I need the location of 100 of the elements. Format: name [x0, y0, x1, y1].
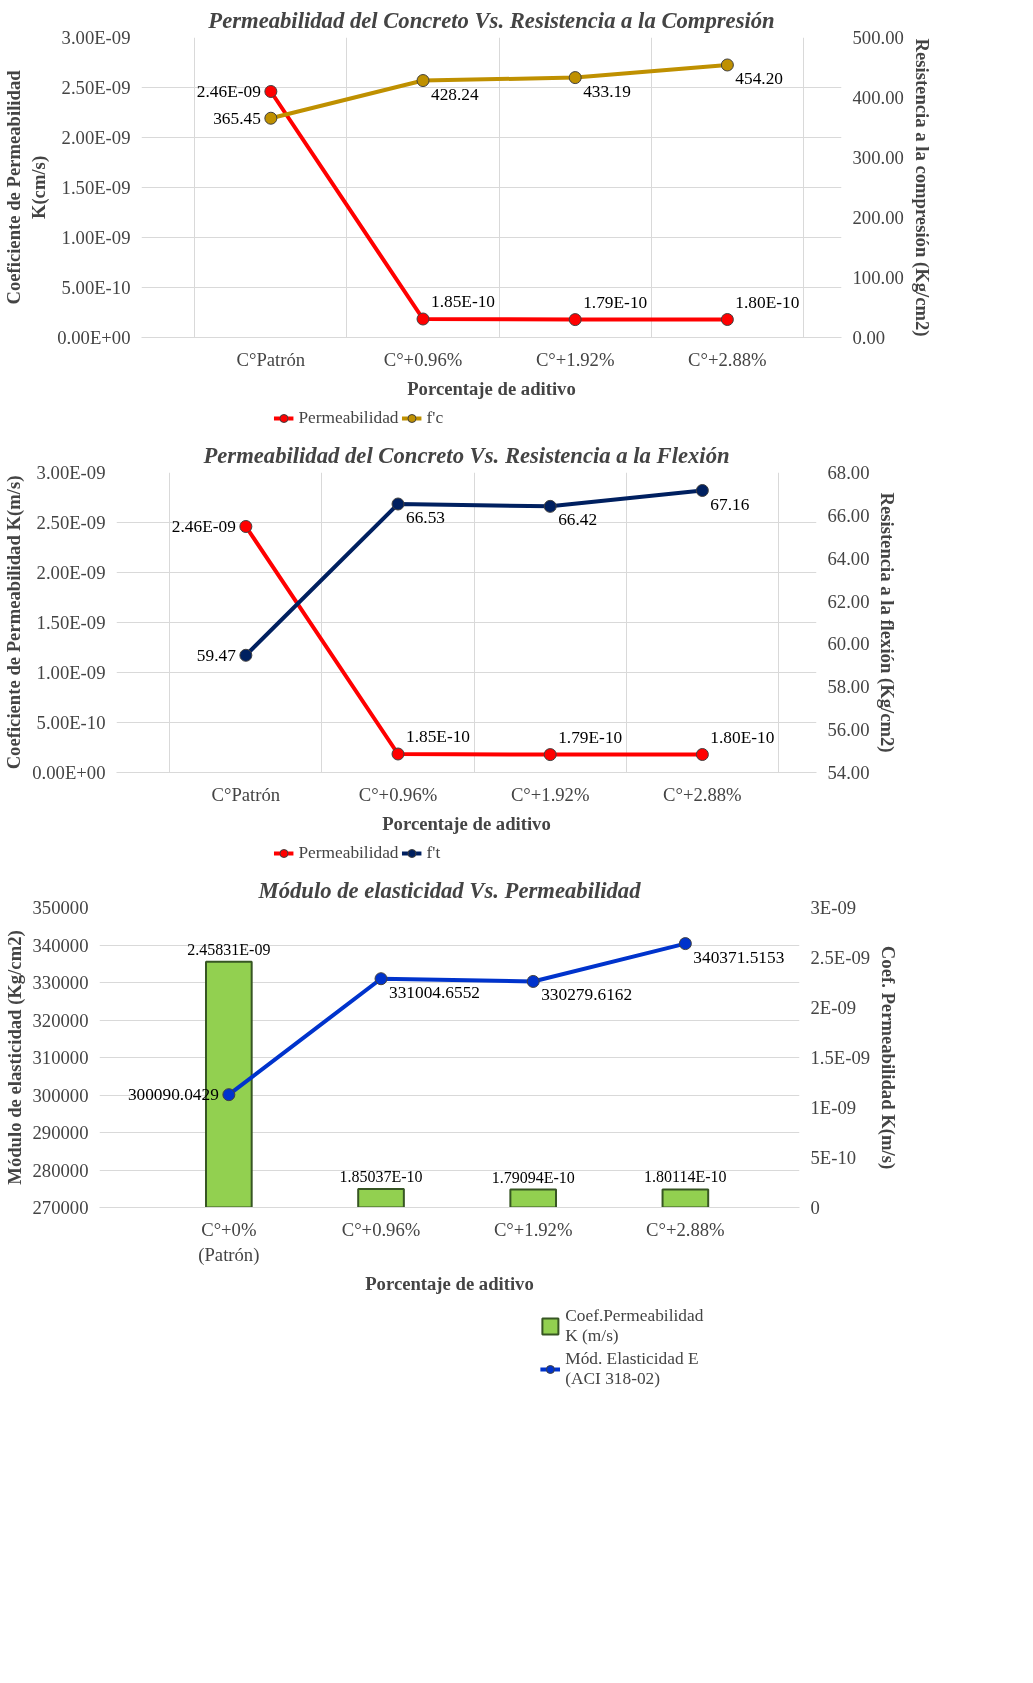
- y2-tick-label: 1E-09: [810, 1097, 857, 1118]
- y-tick-label: 3.00E-09: [61, 27, 131, 48]
- y-tick-label: 2.00E-09: [36, 562, 106, 583]
- point: [543, 499, 557, 513]
- point: [695, 484, 709, 497]
- y-tick-label: 330000: [32, 972, 89, 993]
- y-tick-label: 350000: [32, 897, 89, 918]
- y2-tick-label: 1.5E-09: [810, 1047, 871, 1068]
- point: [222, 1088, 236, 1102]
- point: [374, 972, 388, 986]
- legend-label: Permeabilidad: [298, 408, 399, 428]
- x-tick-label: C°+2.88%: [688, 348, 767, 370]
- x-tick-label: C°+2.88%: [663, 783, 742, 805]
- y2-tick-label: 500.00: [852, 27, 904, 48]
- point: [239, 648, 253, 662]
- y-axis-title: Módulo de elasticidad (Kg/cm2): [3, 930, 26, 1185]
- y2-tick-label: 3E-09: [810, 897, 857, 918]
- x-axis-title: Porcentaje de aditivo: [407, 377, 576, 399]
- data-label: 66.53: [406, 508, 446, 527]
- data-label: 1.85E-10: [406, 727, 471, 746]
- y-axis-title: Coeficiente de Permeabilidad K(m/s): [3, 475, 26, 770]
- y-tick-label: 340000: [32, 934, 89, 956]
- x-tick-label: C°Patrón: [236, 348, 306, 370]
- data-label: 67.16: [710, 494, 750, 514]
- y2-tick-label: 54.00: [827, 762, 870, 783]
- y2-tick-label: 0.00: [852, 327, 886, 348]
- y2-axis-title: Resistencia a la flexión (Kg/cm2): [876, 492, 899, 753]
- y2-tick-label: 62.00: [827, 590, 870, 612]
- data-label: 1.85037E-10: [339, 1168, 423, 1185]
- y-tick-label: 290000: [32, 1122, 89, 1143]
- y-tick-label: 280000: [32, 1159, 89, 1181]
- y-tick-label: 2.50E-09: [61, 77, 131, 98]
- data-label: 59.47: [196, 645, 237, 665]
- legend-label: Permeabilidad: [298, 843, 399, 863]
- data-label: 1.80E-10: [710, 727, 775, 747]
- y2-tick-label: 2.5E-09: [810, 947, 871, 968]
- x-tick-label: C°+0.96%: [341, 1218, 421, 1240]
- y2-tick-label: 64.00: [827, 547, 870, 569]
- data-label: 1.79E-10: [558, 727, 623, 747]
- y2-tick-label: 60.00: [827, 633, 870, 655]
- y2-tick-label: 200.00: [852, 207, 904, 228]
- y-tick-label: 1.00E-09: [61, 227, 131, 248]
- y-tick-label: 2.00E-09: [61, 127, 131, 148]
- x-axis-title: Porcentaje de aditivo: [382, 812, 551, 834]
- data-label: 428.24: [431, 84, 480, 104]
- data-label: 1.80114E-10: [644, 1168, 727, 1186]
- point: [264, 111, 278, 125]
- chart-title: Permeabilidad del Concreto Vs. Resistencia a la Flexión: [202, 442, 730, 468]
- y-axis-title: Coeficiente de Permeabilidad K(cm/s): [3, 69, 51, 305]
- data-label: 1.79094E-10: [491, 1168, 575, 1186]
- y-tick-label: 300000: [32, 1084, 89, 1106]
- data-label: 2.46E-09: [171, 517, 236, 536]
- y-tick-label: 0.00E+00: [57, 327, 131, 348]
- y-tick-label: 5.00E-10: [36, 712, 106, 733]
- y2-tick-label: 2E-09: [810, 997, 857, 1018]
- data-label: 454.20: [735, 68, 784, 88]
- legend-label: f't: [426, 843, 442, 863]
- data-label: 1.85E-10: [431, 292, 496, 311]
- x-tick-label: C°+0.96%: [358, 783, 438, 805]
- x-tick-label: C°+1.92%: [535, 348, 615, 370]
- y2-tick-label: 56.00: [827, 719, 870, 741]
- point: [391, 497, 405, 511]
- y2-tick-label: 58.00: [827, 676, 870, 698]
- data-label: 433.19: [583, 81, 631, 101]
- data-label: 365.45: [213, 108, 261, 128]
- y2-tick-label: 66.00: [827, 504, 870, 526]
- x-tick-label: C°Patrón: [211, 783, 281, 805]
- y-tick-label: 310000: [32, 1047, 89, 1068]
- y2-tick-label: 300.00: [852, 147, 904, 168]
- point: [568, 71, 582, 85]
- y-tick-label: 0.00E+00: [32, 762, 106, 783]
- point: [416, 74, 430, 88]
- data-label: 330279.6162: [541, 985, 633, 1005]
- y-tick-label: 320000: [32, 1009, 89, 1031]
- x-axis-title: Porcentaje de aditivo: [365, 1272, 534, 1294]
- point: [678, 937, 692, 951]
- y2-tick-label: 5E-10: [810, 1147, 857, 1168]
- legend-label: Coef.Permeabilidad K (m/s): [565, 1306, 704, 1346]
- point: [526, 974, 540, 988]
- data-label: 66.42: [558, 510, 598, 530]
- x-tick-label: C°+0% (Patrón): [198, 1218, 260, 1266]
- x-tick-label: C°+0.96%: [383, 348, 463, 370]
- data-label: 1.79E-10: [583, 292, 648, 312]
- x-tick-label: C°+1.92%: [493, 1218, 573, 1240]
- y2-axis-title: Resistencia a la compresión (Kg/cm2): [910, 38, 933, 337]
- chart-title: Módulo de elasticidad Vs. Permeabilidad: [257, 877, 642, 903]
- y-tick-label: 1.50E-09: [36, 612, 106, 633]
- legend-label: f'c: [426, 408, 445, 428]
- x-tick-label: C°+1.92%: [510, 783, 590, 805]
- y2-axis-title: Coef. Permeabilidad K(m/s): [877, 945, 900, 1170]
- y-tick-label: 270000: [32, 1197, 89, 1218]
- y-tick-label: 1.00E-09: [36, 662, 106, 683]
- data-label: 2.46E-09: [196, 82, 261, 101]
- point: [720, 58, 734, 72]
- legend-label: Mód. Elasticidad E (ACI 318-02): [565, 1349, 699, 1389]
- y-tick-label: 2.50E-09: [36, 512, 106, 533]
- x-tick-label: C°+2.88%: [646, 1218, 725, 1240]
- data-label: 1.80E-10: [735, 292, 800, 312]
- y2-tick-label: 0: [810, 1197, 820, 1218]
- y-tick-label: 5.00E-10: [61, 277, 131, 298]
